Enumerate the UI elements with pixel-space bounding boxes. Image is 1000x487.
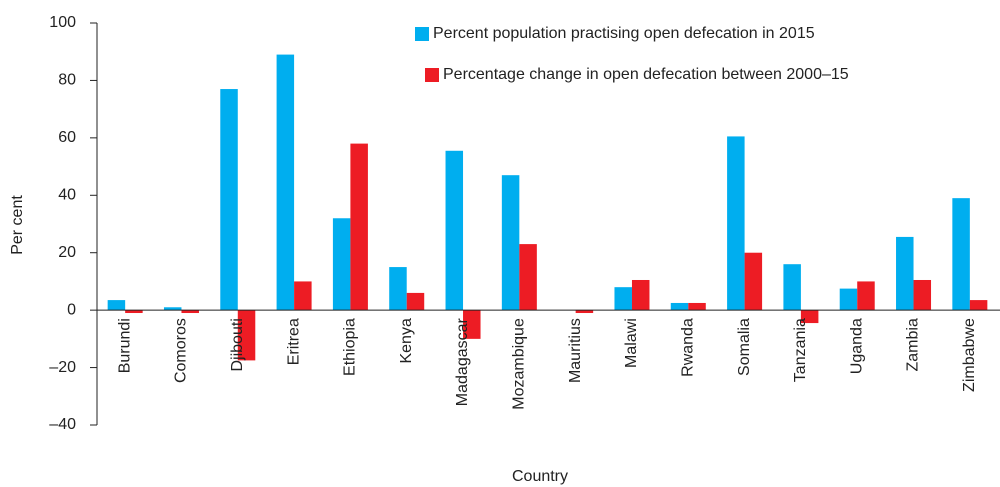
bar <box>839 288 858 311</box>
x-tick-label: Mozambique <box>511 318 528 410</box>
x-tick-label: Kenya <box>398 318 415 363</box>
x-tick-label: Zambia <box>905 318 922 371</box>
y-tick-label: 100 <box>49 14 76 31</box>
y-tick-label: 60 <box>58 129 76 146</box>
bar <box>670 302 689 311</box>
y-tick-label: –40 <box>49 416 76 433</box>
bar <box>969 300 988 311</box>
bar <box>389 267 407 311</box>
bar <box>519 244 537 311</box>
bar <box>952 198 970 311</box>
x-tick-label: Madagascar <box>454 317 471 406</box>
bar <box>575 310 594 314</box>
bar <box>783 264 801 311</box>
bar <box>631 279 650 311</box>
bar <box>896 236 914 311</box>
bar <box>744 252 763 311</box>
y-tick-label: –20 <box>49 359 76 376</box>
bar <box>727 136 745 311</box>
y-tick-label: 40 <box>58 187 76 204</box>
x-tick-label: Zimbabwe <box>961 318 978 392</box>
y-tick-label: 80 <box>58 72 76 89</box>
x-axis-title: Country <box>512 468 568 485</box>
bar <box>463 310 481 339</box>
x-tick-label: Eritrea <box>285 318 302 365</box>
legend-marker <box>425 68 439 82</box>
bar <box>688 302 706 311</box>
bar <box>614 287 632 311</box>
x-tick-label: Tanzania <box>792 318 809 382</box>
x-tick-label: Uganda <box>848 318 865 374</box>
x-tick-label: Mauritius <box>567 318 584 383</box>
x-tick-label: Djibouti <box>229 318 246 371</box>
y-tick-label: 0 <box>67 301 76 318</box>
bar <box>445 150 464 311</box>
bar <box>294 281 312 311</box>
bar <box>406 292 425 311</box>
bar <box>125 310 143 314</box>
bar <box>220 89 238 311</box>
x-tick-label: Malawi <box>623 318 640 368</box>
x-tick-label: Ethiopia <box>342 318 359 376</box>
bar <box>913 279 932 311</box>
bar <box>332 218 351 311</box>
bar <box>237 310 256 361</box>
bar <box>163 307 182 311</box>
bar <box>276 54 295 311</box>
x-tick-label: Comoros <box>173 318 190 383</box>
x-tick-label: Rwanda <box>680 318 697 377</box>
bar <box>857 281 875 311</box>
x-tick-label: Somalia <box>736 318 753 376</box>
y-axis-title: Per cent <box>9 195 26 255</box>
bar <box>350 143 368 311</box>
bar <box>181 310 199 314</box>
y-tick-label: 20 <box>58 244 76 261</box>
legend-marker <box>415 27 429 41</box>
bar <box>107 300 126 311</box>
bar <box>800 310 819 324</box>
legend-label: Percent population practising open defec… <box>433 25 815 42</box>
bar <box>501 175 520 311</box>
legend-label: Percentage change in open defecation bet… <box>443 66 849 83</box>
x-tick-label: Burundi <box>116 318 133 373</box>
